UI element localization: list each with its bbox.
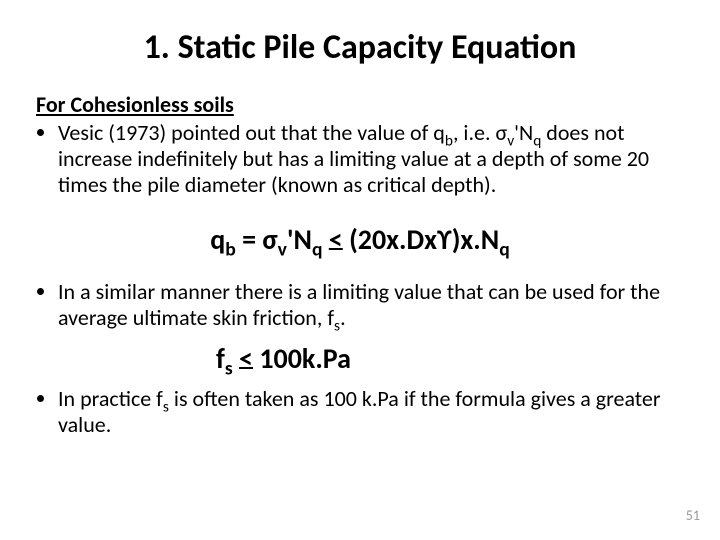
slide-title: 1. Static Pile Capacity Equation	[36, 28, 684, 67]
bullet-list-1: Vesic (1973) pointed out that the value …	[36, 120, 684, 198]
bullet-3: In practice fs is often taken as 100 k.P…	[58, 386, 684, 438]
page-number: 51	[686, 507, 700, 524]
equation-2: fs < 100k.Pa	[36, 341, 684, 376]
subheading: For Cohesionless soils	[36, 91, 684, 118]
equation-1: qb = σv'Nq < (20x.Dxϒ)x.Nq	[36, 222, 684, 257]
slide: 1. Static Pile Capacity Equation For Coh…	[0, 0, 720, 540]
bullet-2: In a similar manner there is a limiting …	[58, 279, 684, 331]
bullet-list-3: In practice fs is often taken as 100 k.P…	[36, 386, 684, 438]
bullet-1: Vesic (1973) pointed out that the value …	[58, 120, 684, 198]
bullet-list-2: In a similar manner there is a limiting …	[36, 279, 684, 331]
